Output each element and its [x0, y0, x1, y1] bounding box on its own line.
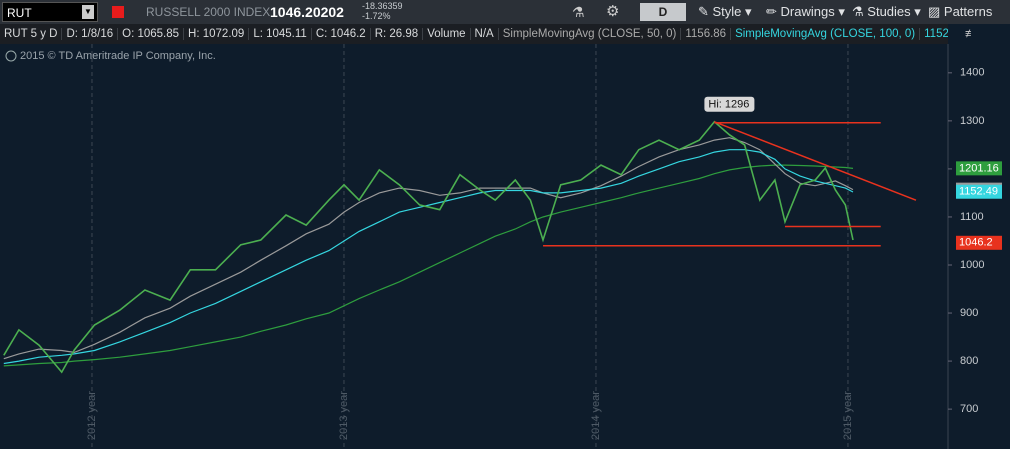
symbol-dropdown[interactable]: ▼ — [82, 5, 94, 19]
price-tag-label: 1046.2 — [959, 237, 993, 249]
x-tick-label: 2012 year — [86, 391, 98, 440]
toolbar: RUT ▼ RUSSELL 2000 INDEX 1046.20202 -18.… — [0, 0, 1010, 25]
info-bar: RUT 5 y D D: 1/8/16 O: 1065.85 H: 1072.0… — [0, 24, 983, 44]
info-item: L: 1045.11 — [249, 28, 312, 40]
settings-icon[interactable]: ≢ — [965, 28, 976, 40]
trend-line — [714, 121, 917, 201]
info-item: C: 1046.2 — [312, 28, 371, 40]
info-item: Volume — [423, 28, 471, 40]
legend-value: 1156.86 — [681, 28, 732, 40]
pct-change: -1.72% — [362, 11, 391, 21]
price-tag — [956, 235, 1002, 250]
info-icon[interactable] — [5, 50, 17, 62]
x-tick-label: 2013 year — [338, 391, 350, 440]
net-change: -18.36359 — [362, 1, 403, 11]
price-tag — [956, 184, 1002, 199]
series-line — [3, 149, 854, 365]
button-label: Patterns — [943, 4, 993, 19]
y-tick-label: 1400 — [960, 67, 984, 79]
info-item: D: 1/8/16 — [62, 28, 119, 40]
x-tick-label: 2015 year — [842, 391, 854, 440]
info-item: N/A — [471, 28, 499, 40]
annotation: Hi: 1296 — [708, 99, 749, 111]
description: RUSSELL 2000 INDEX — [146, 5, 271, 19]
patterns-button[interactable]: ▨ Patterns — [928, 4, 993, 19]
y-tick-label: 700 — [960, 403, 978, 415]
series-line — [3, 137, 854, 360]
info-item: O: 1065.85 — [118, 28, 185, 40]
info-item: R: 26.98 — [371, 28, 424, 40]
y-tick-label: 900 — [960, 307, 978, 319]
price-tag-label: 1152.49 — [959, 186, 998, 198]
y-tick-label: 800 — [960, 355, 978, 367]
drawings-button[interactable]: ✏ Drawings ▾ — [766, 4, 845, 19]
y-tick-label: 1000 — [960, 259, 984, 271]
x-tick-label: 2014 year — [590, 391, 602, 440]
y-tick-label: 1300 — [960, 115, 984, 127]
button-label: Style — [712, 4, 742, 19]
studies-button[interactable]: ⚗ Studies ▾ — [852, 4, 921, 19]
flask-icon[interactable]: ⚗ — [572, 4, 585, 20]
copyright: 2015 © TD Ameritrade IP Company, Inc. — [20, 50, 216, 62]
price-tag — [956, 161, 1002, 176]
legend-entry: SimpleMovingAvg (CLOSE, 50, 0) — [499, 28, 682, 40]
y-tick-label: 1100 — [960, 211, 984, 223]
price-tag-label: 1201.16 — [959, 162, 999, 174]
flag[interactable] — [112, 6, 124, 18]
annotation-box — [704, 96, 755, 112]
last-price: 1046.20202 — [270, 4, 344, 20]
aggregation-button[interactable]: D — [640, 3, 686, 21]
info-item: H: 1072.09 — [184, 28, 250, 40]
button-label: Studies — [867, 4, 911, 19]
gear-icon[interactable]: ⚙ — [606, 3, 620, 20]
info-item: RUT 5 y D — [0, 28, 63, 40]
legend-entry: SimpleMovingAvg (CLOSE, 100, 0) — [731, 28, 921, 40]
button-label: Drawings — [780, 4, 835, 19]
symbol-input[interactable]: RUT — [2, 2, 98, 22]
series-line — [3, 164, 854, 367]
style-button[interactable]: ✎ Style ▾ — [698, 4, 752, 19]
series-line — [3, 120, 854, 374]
